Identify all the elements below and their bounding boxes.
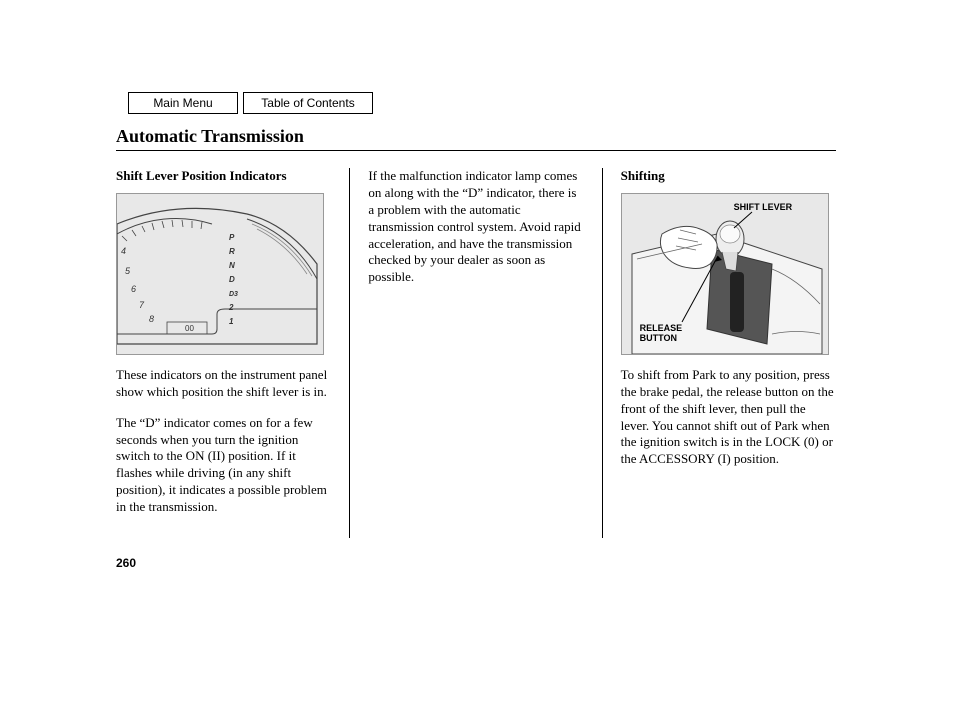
gauge-svg: 4 5 6 7 8 00 P R N D D3 2 1 [117, 194, 324, 355]
col3-p1: To shift from Park to any position, pres… [621, 367, 836, 468]
col1-p1: These indicators on the instrument panel… [116, 367, 331, 401]
page-number: 260 [116, 556, 136, 570]
release-button-label: RELEASE BUTTON [640, 324, 690, 344]
toc-button[interactable]: Table of Contents [243, 92, 373, 114]
svg-text:6: 6 [131, 284, 136, 294]
svg-text:4: 4 [121, 246, 126, 256]
column-2: If the malfunction indicator lamp comes … [368, 168, 583, 538]
gauge-figure: 4 5 6 7 8 00 P R N D D3 2 1 [116, 193, 324, 355]
page-title: Automatic Transmission [116, 126, 304, 147]
shift-lever-label: SHIFT LEVER [734, 202, 793, 214]
divider-2 [602, 168, 603, 538]
svg-text:D: D [229, 275, 235, 284]
shifter-figure: SHIFT LEVER RELEASE BUTTON [621, 193, 829, 355]
col2-p1: If the malfunction indicator lamp comes … [368, 168, 583, 286]
title-rule [116, 150, 836, 151]
svg-text:R: R [229, 247, 235, 256]
svg-text:D3: D3 [229, 291, 238, 298]
col1-heading: Shift Lever Position Indicators [116, 168, 331, 185]
column-3: Shifting SHIFT LEVER RELEASE BUTTON [621, 168, 836, 538]
svg-text:P: P [229, 233, 235, 242]
svg-text:8: 8 [149, 314, 154, 324]
nav-buttons: Main Menu Table of Contents [128, 92, 373, 114]
col3-heading: Shifting [621, 168, 836, 185]
svg-text:1: 1 [229, 317, 234, 326]
svg-text:00: 00 [185, 324, 194, 333]
col1-p2: The “D” indicator comes on for a few sec… [116, 415, 331, 516]
svg-text:2: 2 [228, 303, 234, 312]
column-1: Shift Lever Position Indicators 4 5 6 [116, 168, 331, 538]
svg-text:N: N [229, 261, 235, 270]
main-menu-button[interactable]: Main Menu [128, 92, 238, 114]
content-columns: Shift Lever Position Indicators 4 5 6 [116, 168, 836, 538]
divider-1 [349, 168, 350, 538]
